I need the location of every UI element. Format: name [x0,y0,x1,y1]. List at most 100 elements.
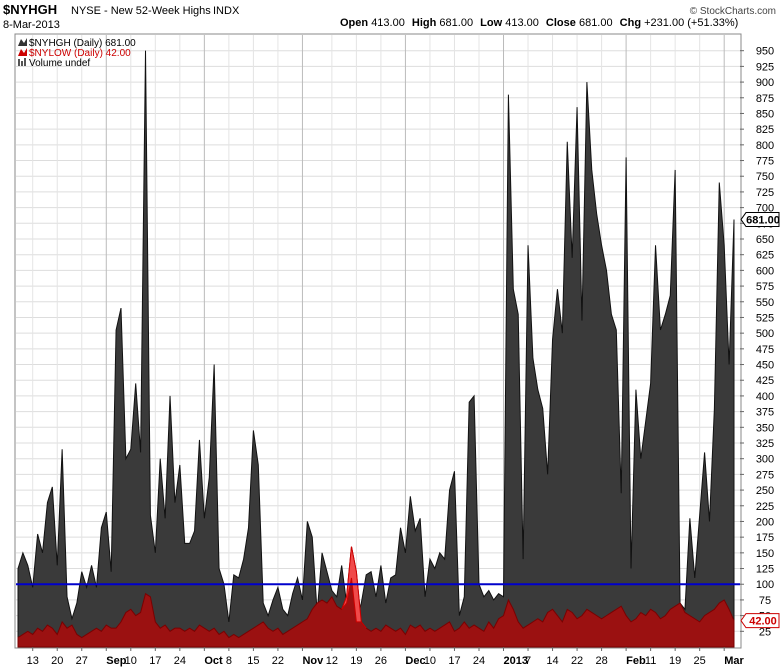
tag-shape [740,212,780,228]
x-tick-label: 24 [174,655,186,667]
nylow-last-value-tag: 42.00 [740,613,780,629]
x-tick-label: 22 [272,655,284,667]
y-tick-label: 625 [756,250,774,262]
y-tick-label: 925 [756,61,774,73]
x-tick-label: 8 [226,655,232,667]
x-tick-label: 13 [27,655,39,667]
tag-shape [740,613,780,629]
x-tick-label: Mar [724,655,744,667]
y-tick-label: 275 [756,469,774,481]
x-tick-label: 19 [669,655,681,667]
open-label: Open [340,17,368,29]
y-tick-label: 25 [759,626,771,638]
x-tick-label: Nov [302,655,324,667]
y-tick-label: 950 [756,46,774,58]
y-tick-label: 150 [756,548,774,560]
y-tick-label: 425 [756,375,774,387]
y-tick-label: 750 [756,171,774,183]
x-tick-label: 19 [350,655,362,667]
tag-label: 42.00 [749,616,777,628]
open-value: 413.00 [371,17,405,29]
x-tick-label: Dec [405,655,425,667]
y-tick-label: 475 [756,344,774,356]
area-chart-icon [18,38,27,46]
x-tick-label: 22 [571,655,583,667]
legend: $NYHGH (Daily) 681.00$NYLOW (Daily) 42.0… [18,38,136,69]
x-tick-label: 15 [247,655,259,667]
nyhgh-series [17,50,735,648]
x-tick-label: 17 [149,655,161,667]
chart-date: 8-Mar-2013 [3,19,60,31]
chg-label: Chg [620,17,641,29]
x-tick-label: 17 [448,655,460,667]
x-tick-label: 20 [51,655,63,667]
bar-chart-icon [24,58,26,66]
bar-chart-icon [21,61,23,66]
y-tick-label: 175 [756,532,774,544]
tag-label: 681.00 [746,215,780,227]
x-tick-label: 27 [76,655,88,667]
y-tick-label: 350 [756,422,774,434]
x-tick-label: 11 [645,655,656,667]
symbol-description: NYSE - New 52-Week Highs [71,5,211,17]
area-chart-icon [18,48,27,56]
y-tick-label: 250 [756,485,774,497]
x-tick-label: 2013 [504,655,528,667]
y-tick-label: 125 [756,564,774,576]
y-tick-label: 400 [756,391,774,403]
y-tick-label: 550 [756,297,774,309]
nylow-area [17,546,735,648]
x-tick-label: 7 [525,655,531,667]
last-value-tags: 681.00 42.00 [740,212,780,629]
y-axis: 2550751001251501752002252502753003253503… [740,46,774,638]
y-tick-label: 725 [756,187,774,199]
y-tick-label: 575 [756,281,774,293]
y-tick-label: 200 [756,516,774,528]
x-tick-label: 12 [326,655,338,667]
symbol-title: $NYHGH [3,2,57,17]
y-tick-label: 800 [756,140,774,152]
close-label: Close [546,17,576,29]
x-tick-label: 10 [125,655,137,667]
y-tick-label: 525 [756,312,774,324]
y-tick-label: 600 [756,265,774,277]
exchange-label: INDX [213,5,240,17]
x-tick-label: Feb [626,655,646,667]
y-tick-label: 300 [756,454,774,466]
x-tick-label: 26 [375,655,387,667]
watermark: © StockCharts.com [690,6,776,17]
y-tick-label: 100 [756,579,774,591]
y-tick-label: 450 [756,360,774,372]
chg-value: +231.00 (+51.33%) [644,17,738,29]
legend-label: Volume undef [29,58,90,69]
high-label: High [412,17,437,29]
x-tick-label: 10 [424,655,436,667]
nyhgh-last-value-tag: 681.00 [740,212,780,228]
y-tick-label: 225 [756,501,774,513]
crossover-highlight [341,546,367,629]
y-tick-label: 375 [756,407,774,419]
y-tick-label: 500 [756,328,774,340]
y-tick-label: 900 [756,77,774,89]
x-tick-label: Sep [106,655,126,667]
nyhgh-area [17,50,735,648]
y-tick-label: 875 [756,93,774,105]
nylow-series [17,546,735,648]
y-tick-label: 775 [756,156,774,168]
x-tick-label: 28 [595,655,607,667]
low-label: Low [480,17,502,29]
legend-label: $NYHGH (Daily) 681.00 [29,38,136,49]
x-tick-label: 25 [694,655,706,667]
x-tick-label: 24 [473,655,485,667]
low-value: 413.00 [505,17,539,29]
ohlc-readout: Open 413.00 High 681.00 Low 413.00 Close… [340,17,738,29]
y-tick-label: 825 [756,124,774,136]
x-tick-label: 14 [546,655,558,667]
y-tick-label: 650 [756,234,774,246]
bar-chart-icon [18,59,20,66]
close-value: 681.00 [579,17,613,29]
y-tick-label: 850 [756,108,774,120]
y-tick-label: 700 [756,203,774,215]
